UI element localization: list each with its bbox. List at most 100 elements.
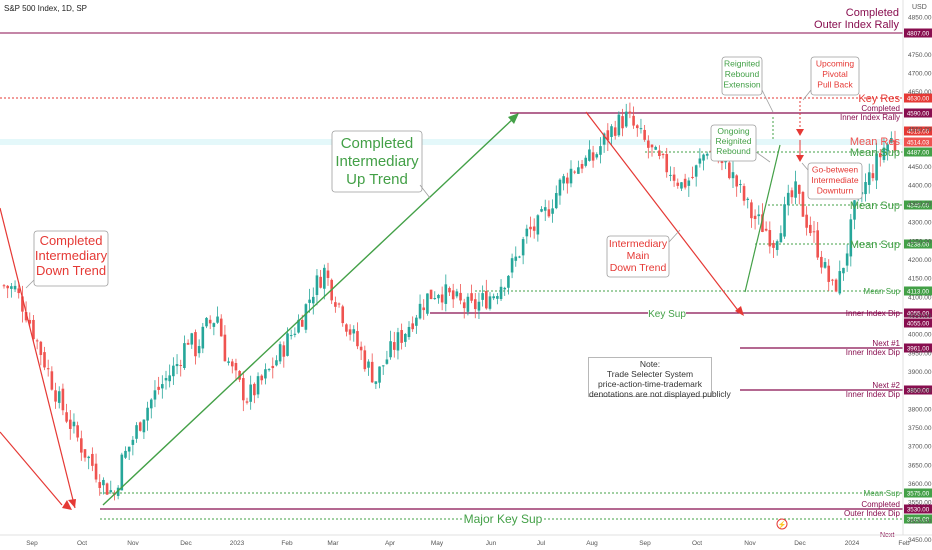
callout-pointer: [668, 229, 681, 243]
candle-body: [812, 231, 816, 233]
candle-body: [591, 152, 595, 161]
candle-body: [17, 288, 21, 294]
candle-body: [201, 326, 205, 349]
price-badge: [904, 514, 932, 524]
level-note: Completed: [861, 500, 900, 509]
candle-body: [621, 116, 624, 129]
candle-body: [448, 287, 451, 293]
y-tick-label: 3800.00: [908, 406, 932, 413]
down-trend-callout-box: [33, 230, 109, 287]
candle-body: [632, 115, 635, 126]
candle-body: [315, 275, 319, 296]
candle-body: [797, 184, 801, 194]
downtrend-line-2: [0, 431, 63, 506]
candle-body: [694, 165, 698, 177]
major-key-sup-bg: [462, 512, 544, 526]
candle-body: [768, 230, 772, 247]
candle-body: [404, 333, 407, 342]
candle-body: [834, 279, 838, 292]
candle-body: [80, 438, 83, 453]
candle-body: [459, 292, 462, 301]
y-tick-label: 4250.00: [908, 238, 932, 245]
candle-body: [654, 146, 657, 150]
extension-callout-line: Extension: [723, 80, 761, 90]
candle-body: [293, 333, 297, 335]
level-note: Completed: [861, 104, 900, 113]
price-badge-label: 4055.00: [907, 311, 930, 318]
candle-body: [120, 454, 124, 491]
candle-body: [661, 154, 665, 156]
candle-body: [698, 158, 702, 164]
candle-body: [658, 150, 661, 156]
candle-body: [57, 391, 61, 403]
candle-body: [650, 144, 654, 148]
go-between-callout-line: Go-between: [812, 165, 859, 175]
candle-body: [43, 352, 46, 368]
candle-body: [882, 147, 886, 160]
price-badge-label: 4487.00: [907, 150, 930, 157]
x-tick-label: Nov: [744, 540, 756, 547]
key-sup-label: Key Sup: [648, 309, 686, 320]
price-badge: [904, 343, 932, 353]
candle-body: [761, 214, 764, 233]
x-tick-label: Aug: [586, 540, 598, 547]
level-band: [0, 139, 903, 145]
candle-body: [223, 334, 227, 362]
candle-body: [256, 376, 260, 395]
candle-body: [418, 303, 422, 319]
x-tick-label: Feb: [281, 540, 293, 547]
price-badge-label: 3505.00: [907, 517, 930, 524]
symbol-header[interactable]: S&P 500 Index, 1D, SP: [4, 4, 88, 13]
up-trend-callout-line: Completed: [341, 135, 414, 152]
candle-body: [24, 312, 28, 321]
candle-body: [392, 342, 396, 350]
candle-body: [462, 302, 466, 309]
candle-body: [227, 361, 230, 363]
candle-body: [624, 111, 628, 127]
y-tick-label: 3900.00: [908, 369, 932, 376]
candle-body: [470, 293, 473, 301]
candle-body: [230, 361, 234, 367]
note-line-2: Trade Selecter System: [606, 369, 694, 379]
candle-body: [10, 286, 13, 289]
candle-body: [264, 369, 267, 379]
time-axis[interactable]: Sep Oct Nov Dec 2023 Feb Mar Apr May Jun Jul Aug Sep…: [0, 534, 932, 547]
level-note: Next #2: [872, 381, 900, 390]
candle-body: [455, 291, 459, 297]
note-box: Note: Trade Selecter System price-action…: [588, 357, 731, 399]
candle-body: [142, 419, 146, 433]
candle-body: [691, 176, 694, 178]
candle-body: [595, 154, 599, 158]
candle-body: [554, 193, 558, 209]
candle-body: [525, 228, 529, 237]
candle-body: [551, 208, 554, 214]
candle-body: [356, 331, 359, 347]
candle-body: [72, 421, 76, 427]
candle-body: [389, 341, 392, 358]
price-badge: [904, 385, 932, 395]
y-tick-label: 4750.00: [908, 52, 932, 59]
callout-pointer: [25, 279, 35, 289]
candle-body: [194, 332, 197, 357]
extension-callout-box: [721, 56, 763, 96]
y-tick-label: 4650.00: [908, 89, 932, 96]
up-trend-callout-line: Up Trend: [346, 171, 408, 188]
main-down-callout-box: [606, 235, 670, 278]
candle-body: [102, 479, 105, 486]
price-axis[interactable]: 4850.00 4750.00 4700.00 4650.00 4550.00 4450.…: [902, 0, 932, 544]
candle-body: [6, 285, 9, 289]
price-badge: [904, 239, 932, 249]
price-badge-label: 4113.00: [907, 289, 929, 296]
candle-body: [208, 319, 212, 324]
candle-body: [190, 333, 194, 345]
price-badge: [904, 147, 932, 157]
y-tick-label: 4100.00: [908, 294, 932, 301]
candle-body: [875, 153, 878, 181]
candle-body: [845, 253, 849, 266]
candle-body: [580, 163, 584, 169]
candle-body: [757, 214, 761, 217]
x-tick-label: Oct: [692, 540, 702, 547]
candle-body: [746, 198, 750, 200]
candle-body: [893, 140, 897, 151]
